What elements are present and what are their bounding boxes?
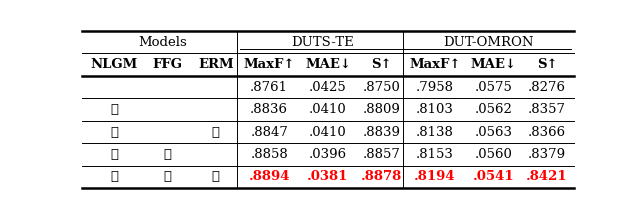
Text: ✓: ✓ [212,170,220,183]
Text: ✓: ✓ [164,170,172,183]
Text: ✓: ✓ [110,170,118,183]
Text: .8194: .8194 [414,170,456,183]
Text: .8761: .8761 [250,81,288,94]
Text: MAE↓: MAE↓ [470,58,516,71]
Text: .0563: .0563 [475,125,513,138]
Text: .8750: .8750 [362,81,401,94]
Text: .8379: .8379 [528,148,566,161]
Text: .8357: .8357 [528,103,566,116]
Text: DUTS-TE: DUTS-TE [291,36,354,49]
Text: DUT-OMRON: DUT-OMRON [443,36,534,49]
Text: .8847: .8847 [250,125,288,138]
Text: ✓: ✓ [212,125,220,138]
Text: ✓: ✓ [110,103,118,116]
Text: .8857: .8857 [362,148,401,161]
Text: .0562: .0562 [475,103,513,116]
Text: .0560: .0560 [475,148,513,161]
Text: .8839: .8839 [362,125,401,138]
Text: ✓: ✓ [110,125,118,138]
Text: S↑: S↑ [371,58,392,71]
Text: .0410: .0410 [309,125,347,138]
Text: .0381: .0381 [307,170,349,183]
Text: .0541: .0541 [473,170,515,183]
Text: .8153: .8153 [416,148,454,161]
Text: .0425: .0425 [309,81,347,94]
Text: NLGM: NLGM [91,58,138,71]
Text: .7958: .7958 [416,81,454,94]
Text: .8103: .8103 [416,103,454,116]
Text: .8836: .8836 [250,103,288,116]
Text: .8421: .8421 [526,170,568,183]
Text: FFG: FFG [153,58,183,71]
Text: .8878: .8878 [361,170,402,183]
Text: ✓: ✓ [110,148,118,161]
Text: Models: Models [138,36,187,49]
Text: .8809: .8809 [362,103,401,116]
Text: .0575: .0575 [475,81,513,94]
Text: .8894: .8894 [248,170,290,183]
Text: .8366: .8366 [528,125,566,138]
Text: ERM: ERM [198,58,234,71]
Text: .8276: .8276 [528,81,566,94]
Text: .8138: .8138 [416,125,454,138]
Text: MAE↓: MAE↓ [305,58,351,71]
Text: .8858: .8858 [250,148,288,161]
Text: MaxF↑: MaxF↑ [409,58,461,71]
Text: .0396: .0396 [309,148,347,161]
Text: .0410: .0410 [309,103,347,116]
Text: S↑: S↑ [537,58,557,71]
Text: MaxF↑: MaxF↑ [243,58,295,71]
Text: ✓: ✓ [164,148,172,161]
